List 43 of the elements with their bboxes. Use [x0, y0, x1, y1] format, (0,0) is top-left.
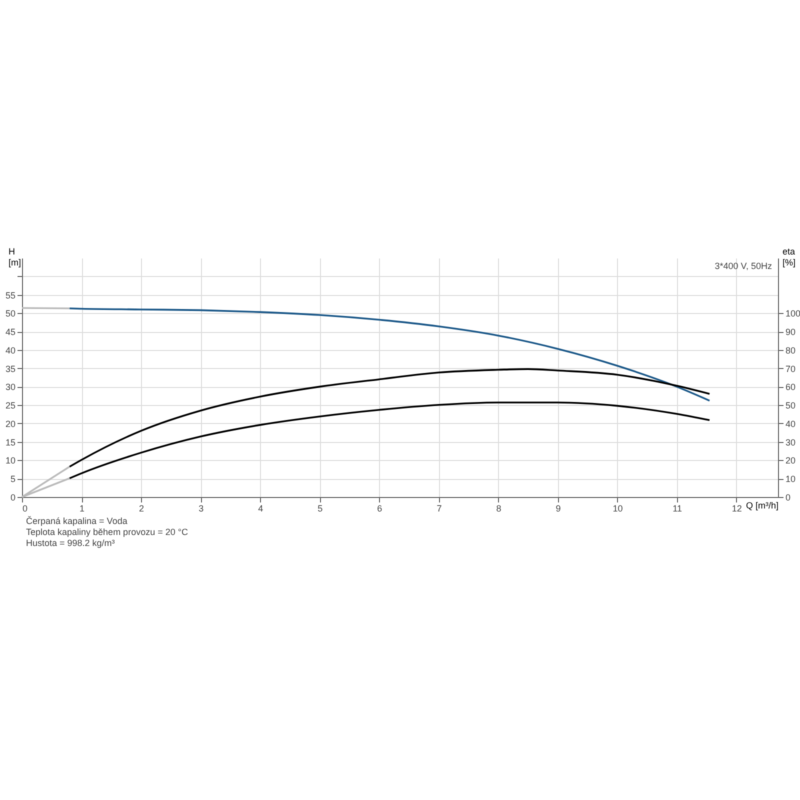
y-axis-title: H [m] — [8, 246, 21, 268]
y2-axis-title: eta [%] — [782, 246, 796, 268]
x-tick-label: 9 — [556, 504, 561, 514]
x-tick-label: 1 — [80, 504, 85, 514]
y2-tick-label: 0 — [786, 492, 791, 502]
y2-tick-label: 100 — [786, 308, 800, 319]
y-tick-label: 40 — [5, 345, 16, 356]
y2-tick-label: 50 — [786, 400, 796, 411]
y2-tick-label: 40 — [786, 418, 796, 429]
y-tick-label: 50 — [5, 308, 16, 319]
text: Teplota kapaliny během provozu = 20 °C — [26, 527, 188, 537]
y-tick-label: 55 — [5, 290, 16, 300]
x-tick-label: 7 — [436, 504, 442, 514]
x-tick-label: 8 — [496, 504, 502, 514]
y-tick-label: 20 — [5, 418, 16, 429]
y-tick-label: 10 — [5, 456, 16, 466]
x-tick-label: 11 — [672, 504, 682, 514]
x-axis-title: Q [m³/h] — [746, 500, 778, 510]
y2-tick-label: 80 — [786, 345, 796, 356]
annotation: 3*400 V, 50Hz — [714, 261, 772, 271]
text: Hustota = 998.2 kg/m³ — [26, 538, 115, 548]
y-tick-label: 30 — [5, 382, 16, 392]
x-tick-label: 6 — [377, 504, 382, 514]
text: Čerpaná kapalina = Voda — [26, 516, 128, 526]
x-tick-label: 4 — [258, 504, 264, 514]
y-tick-label: 5 — [10, 474, 16, 484]
y2-tick-label: 10 — [786, 474, 796, 484]
y2-tick-label: 60 — [786, 382, 796, 392]
x-tick-label: 3 — [198, 504, 204, 514]
x-tick-label: 0 — [22, 504, 28, 514]
x-tick-label: 5 — [318, 504, 323, 514]
y2-tick-label: 70 — [786, 364, 796, 374]
y2-tick-label: 30 — [786, 437, 796, 448]
y-tick-label: 15 — [5, 437, 16, 448]
y-tick-label: 45 — [5, 327, 16, 338]
y-tick-label: 35 — [5, 364, 16, 374]
x-tick-label: 10 — [612, 504, 623, 514]
y-tick-label: 0 — [10, 492, 16, 502]
y2-tick-label: 90 — [786, 327, 796, 338]
y2-tick-label: 20 — [786, 456, 796, 466]
x-tick-label: 12 — [732, 504, 742, 514]
x-tick-label: 2 — [139, 504, 144, 514]
y-tick-label: 25 — [5, 400, 16, 411]
